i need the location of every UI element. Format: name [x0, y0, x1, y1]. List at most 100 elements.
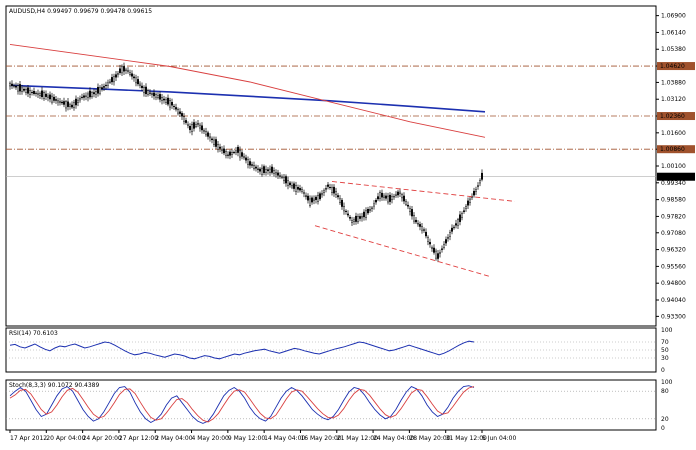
stoch-axis-label: 20 — [661, 416, 669, 423]
candle-body — [248, 161, 251, 166]
level-price-box — [657, 62, 695, 71]
candle-body — [441, 248, 444, 250]
candle-body — [461, 213, 464, 218]
candle-body — [234, 150, 237, 153]
candle-body — [150, 93, 153, 95]
candle-body — [51, 95, 54, 103]
level-price-box — [657, 112, 695, 121]
candle-body — [283, 177, 286, 182]
candle-body — [383, 195, 386, 198]
candle-body — [333, 186, 336, 194]
candle-body — [72, 102, 75, 109]
candle-body — [453, 226, 456, 229]
price-axis-label: 1.06900 — [661, 13, 686, 20]
candle-body — [68, 104, 71, 107]
candle-body — [63, 101, 66, 105]
candle-body — [403, 195, 406, 202]
candle-body — [257, 168, 260, 170]
candle-body — [297, 187, 300, 190]
stoch-line — [9, 385, 475, 424]
candle-body — [393, 196, 396, 198]
candle-body — [23, 88, 26, 91]
time-axis-label: 14 May 04:00 — [264, 435, 305, 442]
candle-body — [33, 91, 36, 94]
candle-body — [411, 209, 414, 217]
candle-body — [45, 93, 48, 97]
stoch-axis-label: 0 — [661, 425, 665, 432]
candle-body — [367, 208, 370, 214]
candle-body — [152, 92, 155, 97]
stoch-panel[interactable] — [5, 379, 657, 431]
candle-body — [421, 226, 424, 231]
candle-body — [263, 166, 266, 173]
level-price-label: 1.00860 — [660, 146, 685, 153]
candle-body — [118, 68, 121, 73]
candle-body — [168, 100, 171, 108]
candle-body — [116, 73, 119, 75]
candle-body — [447, 237, 450, 239]
candle-body — [76, 99, 79, 103]
candle-body — [94, 91, 97, 95]
price-panel[interactable] — [5, 5, 657, 327]
candle-body — [285, 176, 288, 184]
candle-body — [8, 82, 11, 87]
time-axis-label: 20 Apr 04:00 — [46, 435, 85, 442]
candle-body — [345, 210, 348, 212]
candle-body — [377, 196, 380, 200]
candle-body — [232, 151, 235, 153]
candle-body — [469, 198, 472, 203]
candle-body — [228, 151, 231, 156]
candle-body — [311, 197, 314, 203]
candle-body — [321, 193, 324, 196]
candle-body — [166, 97, 169, 105]
stoch-line — [9, 386, 475, 423]
candle-body — [407, 204, 410, 207]
candle-body — [331, 187, 334, 193]
candle-body — [102, 86, 105, 88]
price-axis-label: 1.06140 — [661, 29, 686, 36]
current-price-box — [657, 172, 695, 181]
candle-body — [319, 193, 322, 200]
candle-body — [186, 124, 189, 126]
candle-body — [425, 231, 428, 237]
candle-body — [206, 132, 209, 137]
candle-body — [246, 159, 249, 165]
candle-body — [291, 185, 294, 188]
candle-body — [154, 94, 157, 98]
candle-body — [138, 83, 141, 86]
candle-body — [395, 194, 398, 196]
candle-body — [25, 89, 28, 93]
candle-body — [259, 168, 262, 172]
candle-body — [275, 172, 278, 175]
candle-body — [295, 185, 298, 192]
candle-body — [158, 94, 161, 100]
candle-body — [463, 210, 466, 212]
candle-body — [156, 95, 159, 99]
candle-body — [104, 84, 107, 86]
candle-body — [212, 139, 215, 145]
candle-body — [188, 126, 191, 130]
candle-body — [465, 206, 468, 209]
candle-body — [269, 168, 272, 173]
candle-body — [399, 191, 402, 194]
candle-body — [455, 223, 458, 226]
candle-body — [88, 90, 91, 98]
candle-body — [214, 139, 217, 147]
time-axis-label: 17 Apr 2012 — [10, 435, 47, 442]
candle-body — [369, 209, 372, 211]
price-axis-label: 1.03120 — [661, 96, 686, 103]
candle-body — [200, 125, 203, 131]
candle-body — [242, 156, 245, 159]
candle-body — [309, 198, 312, 206]
candle-body — [401, 194, 404, 199]
candle-body — [14, 85, 17, 88]
candle-body — [184, 120, 187, 123]
candle-body — [224, 151, 227, 156]
candle-body — [86, 93, 89, 99]
candle-body — [78, 98, 81, 101]
candle-body — [279, 175, 282, 177]
candle-body — [112, 76, 115, 83]
candle-body — [226, 154, 229, 156]
candle-body — [106, 82, 109, 86]
candle-body — [423, 229, 426, 231]
